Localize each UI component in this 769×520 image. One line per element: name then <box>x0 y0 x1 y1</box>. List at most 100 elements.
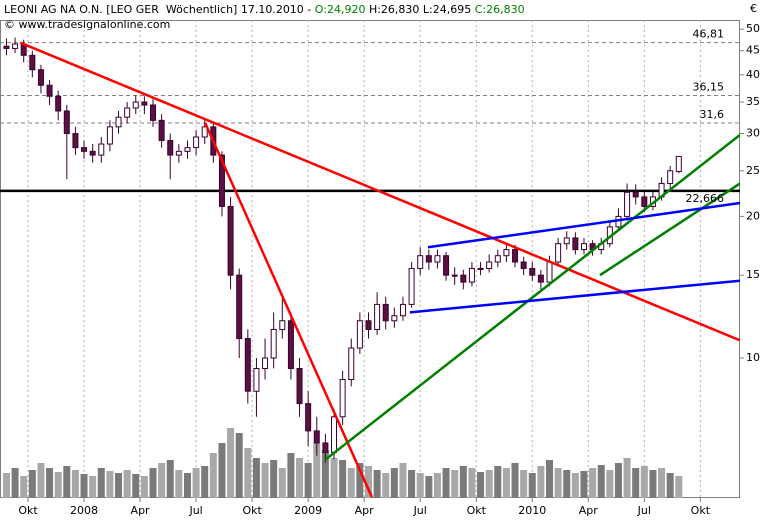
volume-bar <box>2 473 10 498</box>
y-tick-label: 10 <box>746 351 760 364</box>
candle-body <box>106 126 113 145</box>
candle-body <box>546 261 553 283</box>
level-label: 36,15 <box>693 80 725 93</box>
volume-bar <box>37 463 45 498</box>
x-tick-label: 2010 <box>518 504 546 517</box>
volume-bar <box>63 466 71 498</box>
candle-body <box>12 43 19 49</box>
candle-body <box>331 416 338 453</box>
candle-body <box>555 243 562 263</box>
candle-body <box>365 320 372 330</box>
y-tick-label: 50 <box>746 22 760 35</box>
x-tick-label: Jul <box>188 504 202 517</box>
volume-bar <box>597 465 605 498</box>
candle-body <box>81 147 88 152</box>
volume-bar <box>546 460 554 498</box>
volume-bar <box>528 473 536 498</box>
volume-bar <box>382 473 390 498</box>
candle-body <box>55 95 62 112</box>
volume-bar <box>537 466 545 498</box>
volume-bar <box>313 443 321 498</box>
volume-bar <box>166 460 174 498</box>
volume-bar <box>658 468 666 498</box>
volume-bar <box>80 474 88 498</box>
volume-bar <box>227 428 235 498</box>
volume-bar <box>339 460 347 498</box>
candle-body <box>417 255 424 269</box>
candle-body <box>356 320 363 349</box>
candle-body <box>443 255 450 276</box>
candle-body <box>537 274 544 283</box>
volume-bar <box>640 466 648 498</box>
volume-bar <box>201 466 209 498</box>
candle-body <box>529 267 536 276</box>
candle-body <box>201 126 208 138</box>
volume-bar <box>278 468 286 498</box>
candle-body <box>512 249 519 263</box>
level-label: 46,81 <box>693 28 725 41</box>
candle-body <box>667 170 674 184</box>
volume-bar <box>356 463 364 498</box>
candle-body <box>434 255 441 263</box>
volume-bar <box>330 458 338 498</box>
volume-bar <box>244 448 252 498</box>
volume-bar <box>71 470 79 498</box>
volume-bar <box>54 472 62 498</box>
volume-bar <box>218 443 226 498</box>
volume-bar <box>477 472 485 498</box>
candle-body <box>29 54 36 71</box>
volume-bar <box>373 470 381 498</box>
y-tick-label: 35 <box>746 95 760 108</box>
volume-bar <box>408 470 416 498</box>
trend-line <box>324 133 740 461</box>
volume-bar <box>416 473 424 498</box>
candle-body <box>425 255 432 263</box>
candle-body <box>399 303 406 317</box>
volume-bar <box>675 476 683 498</box>
candle-body <box>580 243 587 251</box>
volume <box>2 428 683 498</box>
candle-body <box>218 154 225 207</box>
volume-bar <box>347 468 355 498</box>
candle-body <box>279 320 286 330</box>
title-segment: O:24,920 <box>315 3 366 16</box>
candle-body <box>494 255 501 263</box>
candle-body <box>348 347 355 381</box>
title-segment: H:26,830 L:24,695 <box>365 3 474 16</box>
candle-body <box>520 261 527 269</box>
candle-body <box>262 357 269 369</box>
candle-body <box>253 367 260 392</box>
candle-body <box>37 69 44 86</box>
candle-body <box>98 143 105 156</box>
volume-bar <box>270 460 278 498</box>
candle-body <box>296 367 303 405</box>
volume-bar <box>252 458 260 498</box>
volume-bar <box>632 468 640 498</box>
volume-bar <box>132 474 140 498</box>
volume-bar <box>123 470 131 498</box>
candle-body <box>641 196 648 207</box>
level-label: 31,6 <box>700 108 725 121</box>
candle-body <box>227 205 234 276</box>
candle-body <box>72 133 79 149</box>
title-segment: C:26,830 <box>475 3 525 16</box>
candle-body <box>339 379 346 418</box>
volume-bar <box>614 463 622 498</box>
volume-bar <box>502 468 510 498</box>
x-tick-label: Jul <box>637 504 651 517</box>
volume-bar <box>494 466 502 498</box>
candle-body <box>287 320 294 369</box>
volume-bar <box>209 453 217 498</box>
volume-bar <box>520 470 528 498</box>
x-tick-label: Jul <box>413 504 427 517</box>
candle-body <box>408 267 415 305</box>
y-tick-label: 45 <box>746 44 760 57</box>
volume-bar <box>192 468 200 498</box>
x-tick-label: 2008 <box>70 504 98 517</box>
y-unit: € <box>750 2 757 15</box>
candle-body <box>503 249 510 257</box>
candle-body <box>193 136 200 149</box>
volume-bar <box>97 468 105 498</box>
volume-bar <box>296 458 304 498</box>
trend-line <box>204 122 374 498</box>
